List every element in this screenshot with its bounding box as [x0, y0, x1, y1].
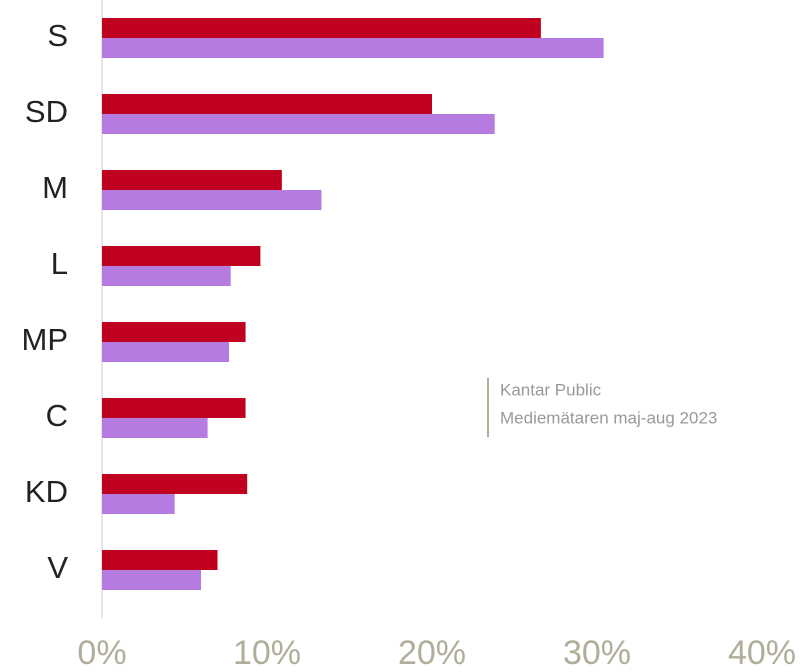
bar: [102, 322, 246, 342]
annotation: Kantar Public: [500, 380, 602, 399]
bar: [102, 38, 604, 58]
x-tick-label: 10%: [233, 634, 301, 672]
bar: [102, 18, 541, 38]
y-tick-label: L: [51, 246, 68, 281]
x-tick-label: 30%: [563, 634, 631, 672]
y-tick-label: MP: [22, 322, 69, 357]
bar: [102, 246, 261, 266]
bar: [102, 418, 208, 438]
y-tick-label: KD: [25, 474, 68, 509]
bar: [102, 266, 231, 286]
bar: [102, 474, 248, 494]
y-tick-label: V: [47, 550, 68, 585]
bar: [102, 550, 218, 570]
x-tick-label: 20%: [398, 634, 466, 672]
bar: [102, 190, 322, 210]
bar: [102, 342, 230, 362]
y-tick-label: C: [46, 398, 68, 433]
bar: [102, 94, 432, 114]
y-tick-label: M: [42, 170, 68, 205]
bar: [102, 170, 282, 190]
bar: [102, 114, 495, 134]
annotation: Mediemätaren maj-aug 2023: [500, 408, 717, 427]
y-tick-label: S: [47, 18, 68, 53]
bar: [102, 570, 201, 590]
x-tick-label: 0%: [77, 634, 126, 672]
bar: [102, 494, 175, 514]
bar: [102, 398, 246, 418]
y-tick-label: SD: [25, 94, 68, 129]
x-tick-label: 40%: [728, 634, 796, 672]
